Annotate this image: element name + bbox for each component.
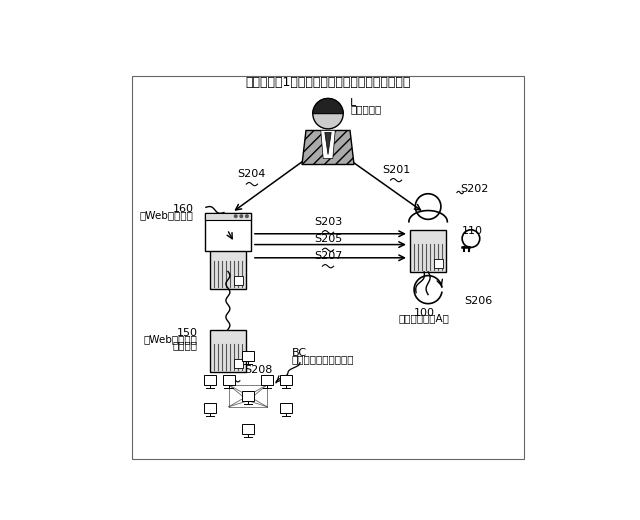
Text: 160: 160 <box>173 204 194 214</box>
Text: S207: S207 <box>314 251 342 261</box>
FancyBboxPatch shape <box>242 424 254 434</box>
FancyBboxPatch shape <box>234 276 243 284</box>
Text: S204: S204 <box>237 168 266 178</box>
FancyBboxPatch shape <box>210 330 246 372</box>
FancyBboxPatch shape <box>242 351 254 361</box>
Text: （Webアプリ用: （Webアプリ用 <box>144 334 198 344</box>
Text: BC: BC <box>292 348 307 358</box>
FancyBboxPatch shape <box>242 391 254 401</box>
Circle shape <box>239 214 243 218</box>
Circle shape <box>234 214 237 218</box>
Text: 150: 150 <box>177 328 198 337</box>
FancyBboxPatch shape <box>204 403 216 413</box>
FancyBboxPatch shape <box>280 403 292 413</box>
Text: 実施の形態1にかかる取引処理の例を説明する図: 実施の形態1にかかる取引処理の例を説明する図 <box>245 76 411 89</box>
FancyBboxPatch shape <box>210 246 246 289</box>
Circle shape <box>313 98 343 129</box>
Text: （ブロックチェーン）: （ブロックチェーン） <box>292 354 355 363</box>
FancyBboxPatch shape <box>205 213 251 251</box>
FancyBboxPatch shape <box>410 229 446 271</box>
Text: S206: S206 <box>464 296 492 306</box>
Text: （利用者）: （利用者） <box>350 104 381 114</box>
Polygon shape <box>321 131 335 159</box>
Text: S203: S203 <box>314 216 342 227</box>
FancyBboxPatch shape <box>234 359 243 368</box>
FancyBboxPatch shape <box>280 375 292 385</box>
Text: S202: S202 <box>460 184 488 193</box>
Text: S201: S201 <box>382 164 410 175</box>
Text: S208: S208 <box>244 365 272 375</box>
Polygon shape <box>302 131 354 164</box>
Polygon shape <box>324 133 332 154</box>
FancyBboxPatch shape <box>434 259 443 268</box>
FancyBboxPatch shape <box>261 375 273 385</box>
FancyBboxPatch shape <box>204 375 216 385</box>
Wedge shape <box>313 98 343 114</box>
Circle shape <box>245 214 249 218</box>
Text: サーバ）: サーバ） <box>173 340 198 349</box>
Text: S205: S205 <box>314 234 342 244</box>
Text: （Webアプリ）: （Webアプリ） <box>140 211 194 220</box>
Text: 100: 100 <box>413 308 435 318</box>
FancyBboxPatch shape <box>223 375 235 385</box>
Text: （署名サーバA）: （署名サーバA） <box>399 314 449 323</box>
Text: 110: 110 <box>462 226 483 237</box>
Text: L: L <box>350 98 356 108</box>
FancyBboxPatch shape <box>205 213 251 220</box>
